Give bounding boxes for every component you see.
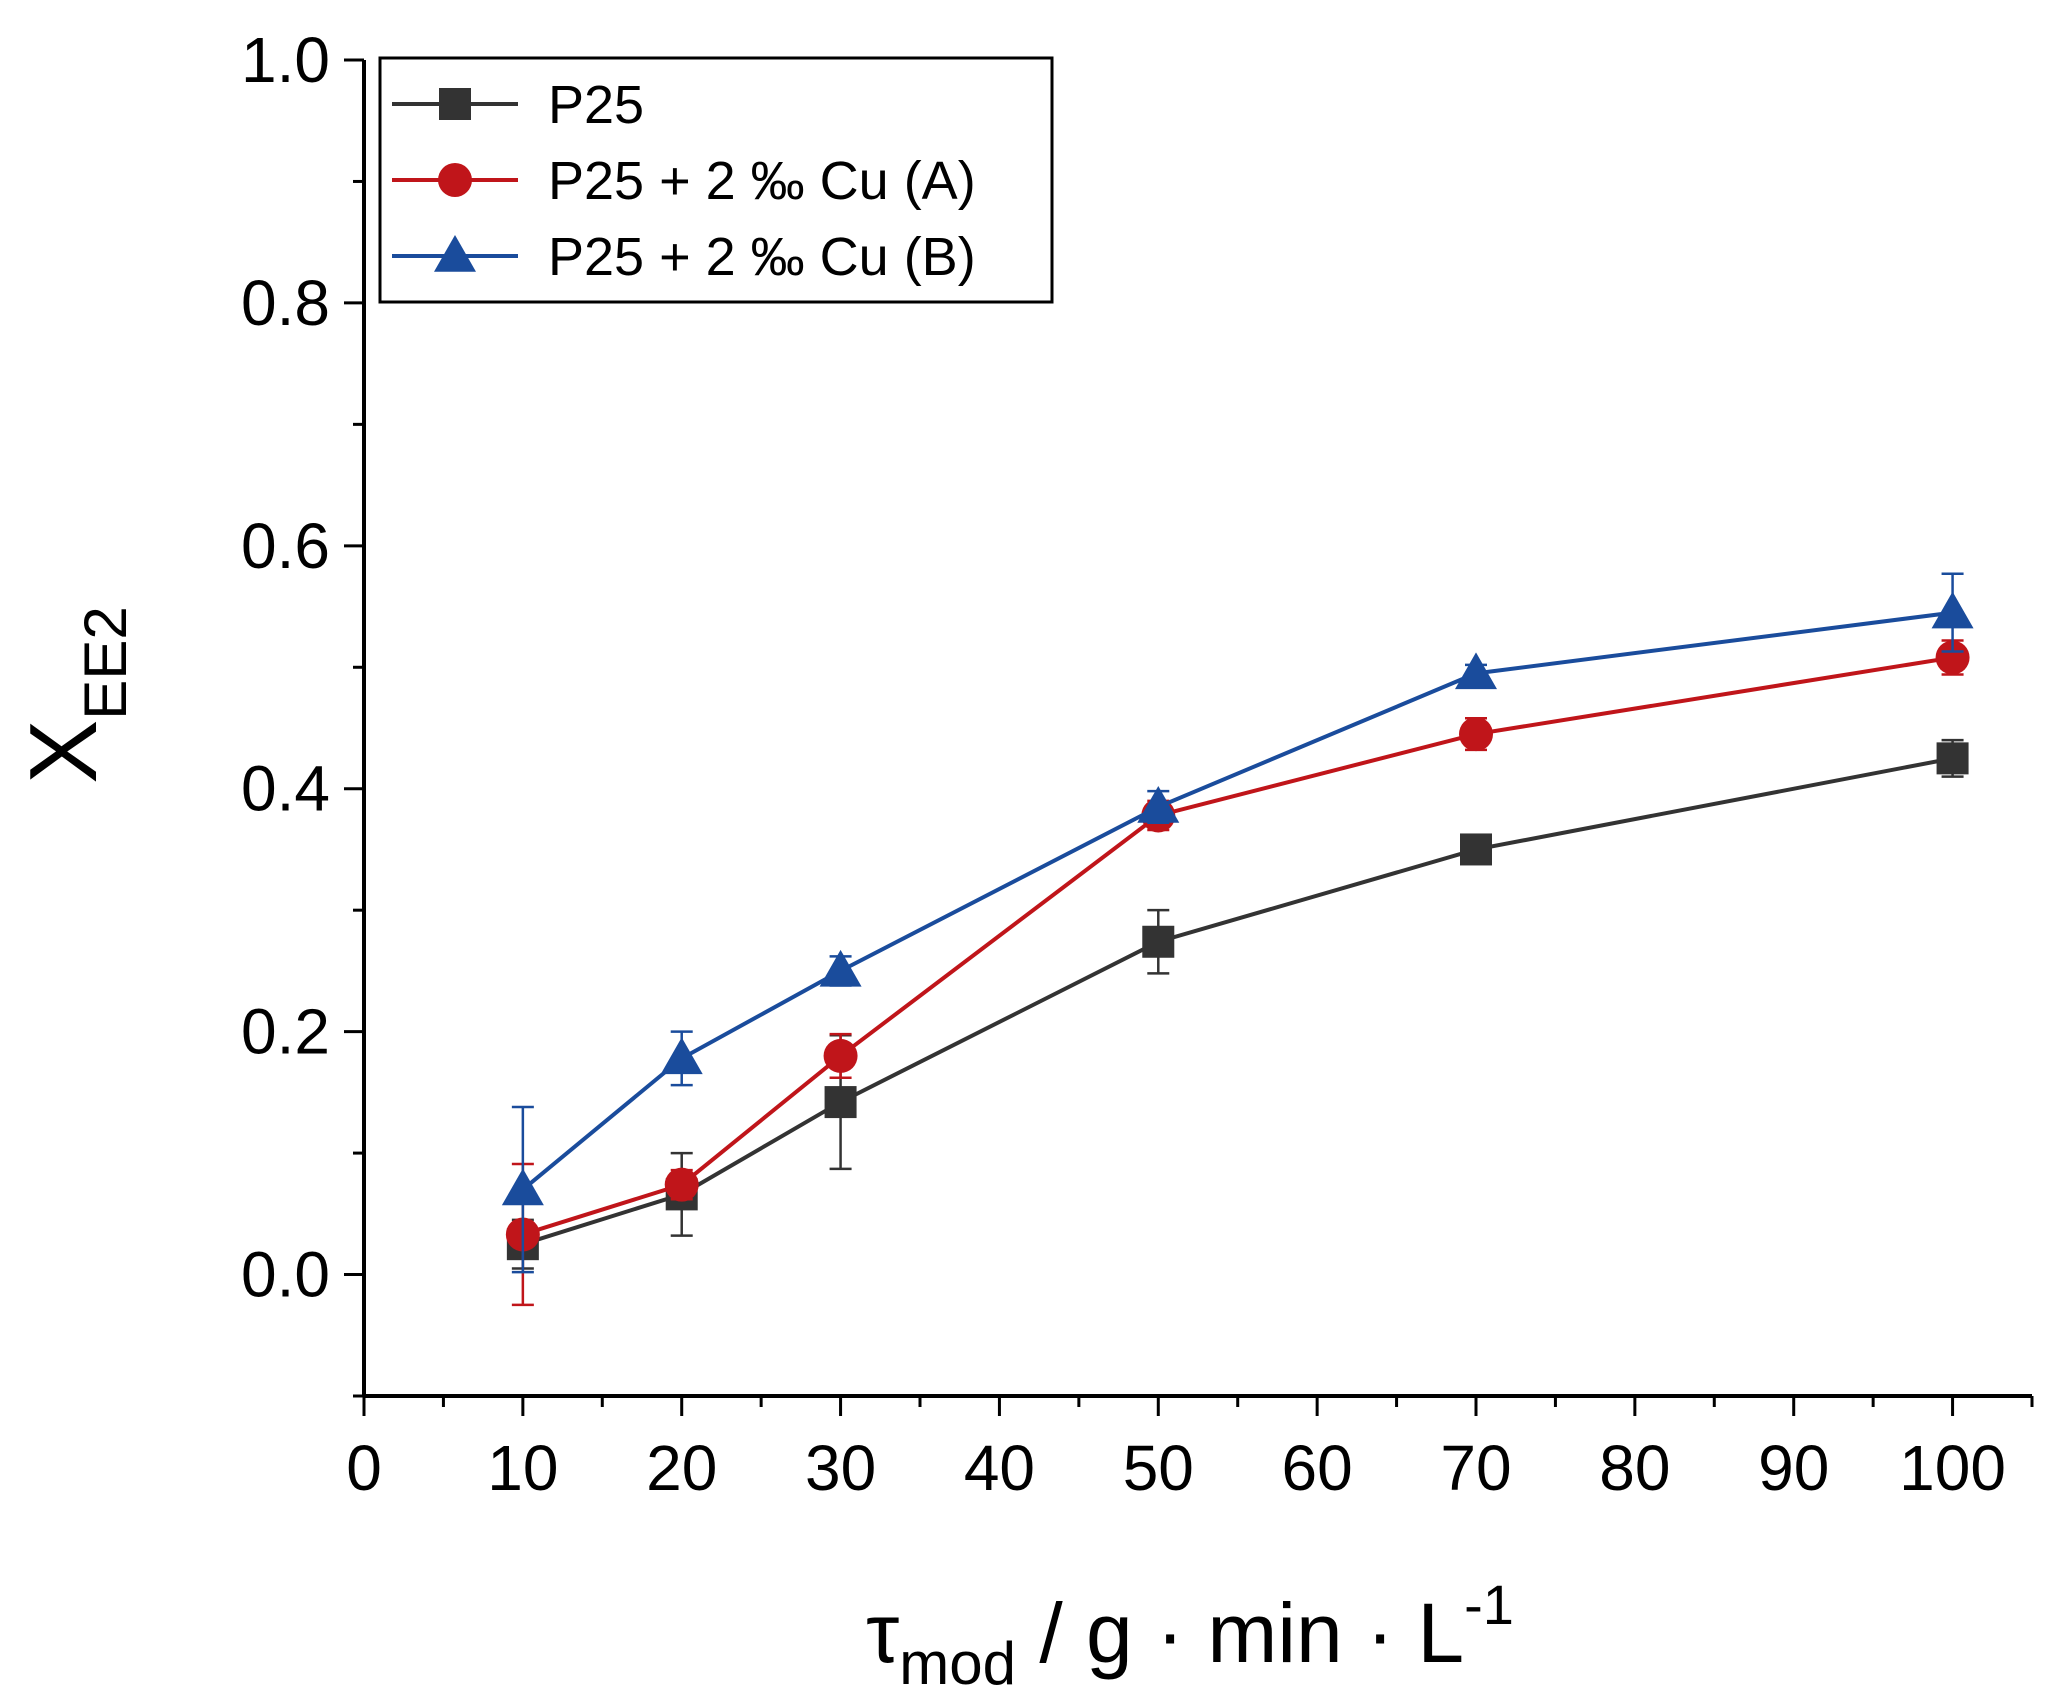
data-point — [660, 1037, 703, 1075]
series-line — [522, 655, 1953, 1237]
y-axis-title: XEE2 — [10, 606, 139, 783]
data-point — [1137, 785, 1180, 823]
series-line — [521, 610, 1953, 1192]
legend-label: P25 + 2 ‰ Cu (B) — [548, 227, 976, 287]
data-point — [1459, 717, 1493, 752]
legend: P25 P25 + 2 ‰ Cu (A) P25 + 2 ‰ Cu (B) — [378, 56, 1054, 304]
data-point — [1935, 640, 1970, 675]
x-tick-label: 30 — [805, 1432, 876, 1504]
y-ticks: 0.0 0.2 0.4 0.6 0.8 1.0 — [241, 24, 364, 1398]
data-point — [1455, 652, 1497, 690]
y-tick-label: 0.0 — [241, 1239, 330, 1311]
legend-marker — [439, 88, 471, 120]
data-point — [1142, 925, 1175, 958]
series-3 — [501, 572, 1974, 1274]
data-point — [819, 949, 862, 987]
legend-item: P25 + 2 ‰ Cu (A) — [392, 151, 976, 211]
series-2 — [505, 639, 1970, 1307]
series-1 — [506, 738, 1969, 1270]
x-tick-label: 90 — [1758, 1432, 1829, 1504]
legend-marker — [438, 163, 472, 197]
legend-marker — [434, 235, 476, 272]
x-tick-label: 0 — [346, 1432, 382, 1504]
x-ticks: 0 10 20 30 40 50 60 70 80 90 100 — [346, 1396, 2034, 1504]
y-tick-label: 0.8 — [241, 267, 330, 339]
legend-label: P25 — [548, 75, 644, 135]
series-line — [522, 756, 1953, 1247]
y-tick-label: 0.4 — [241, 753, 330, 825]
x-tick-label: 50 — [1123, 1432, 1194, 1504]
y-tick-label: 1.0 — [241, 24, 330, 96]
y-tick-label: 0.6 — [241, 510, 330, 582]
x-tick-label: 70 — [1440, 1432, 1511, 1504]
data-point — [1931, 591, 1974, 629]
data-point — [1460, 833, 1492, 866]
data-point — [501, 1168, 544, 1206]
x-axis-title: τmod / g · min · L-1 — [866, 1573, 1514, 1696]
data-point — [824, 1086, 857, 1119]
series-layer — [501, 572, 1974, 1307]
x-tick-label: 80 — [1599, 1432, 1670, 1504]
data-point — [1936, 742, 1969, 775]
legend-item: P25 + 2 ‰ Cu (B) — [392, 227, 976, 287]
legend-item: P25 — [392, 75, 644, 135]
x-tick-label: 20 — [646, 1432, 717, 1504]
x-tick-label: 10 — [487, 1432, 558, 1504]
plot-frame — [362, 60, 2032, 1398]
legend-label: P25 + 2 ‰ Cu (A) — [548, 151, 976, 211]
data-point — [823, 1038, 858, 1073]
legend-items: P25 P25 + 2 ‰ Cu (A) P25 + 2 ‰ Cu (B) — [392, 75, 976, 287]
x-tick-label: 40 — [964, 1432, 1035, 1504]
x-tick-label: 100 — [1899, 1432, 2006, 1504]
y-tick-label: 0.2 — [241, 996, 330, 1068]
data-point — [664, 1167, 699, 1202]
x-tick-label: 60 — [1282, 1432, 1353, 1504]
